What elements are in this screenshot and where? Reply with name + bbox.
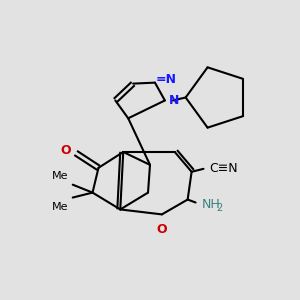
- Text: 2: 2: [216, 203, 223, 214]
- Text: Me: Me: [52, 171, 69, 181]
- Text: Me: Me: [52, 202, 69, 212]
- Text: NH: NH: [202, 198, 220, 211]
- Text: N: N: [169, 94, 179, 107]
- Text: C≡N: C≡N: [209, 162, 238, 175]
- Text: O: O: [157, 223, 167, 236]
- Text: =N: =N: [156, 73, 177, 86]
- Text: O: O: [60, 145, 71, 158]
